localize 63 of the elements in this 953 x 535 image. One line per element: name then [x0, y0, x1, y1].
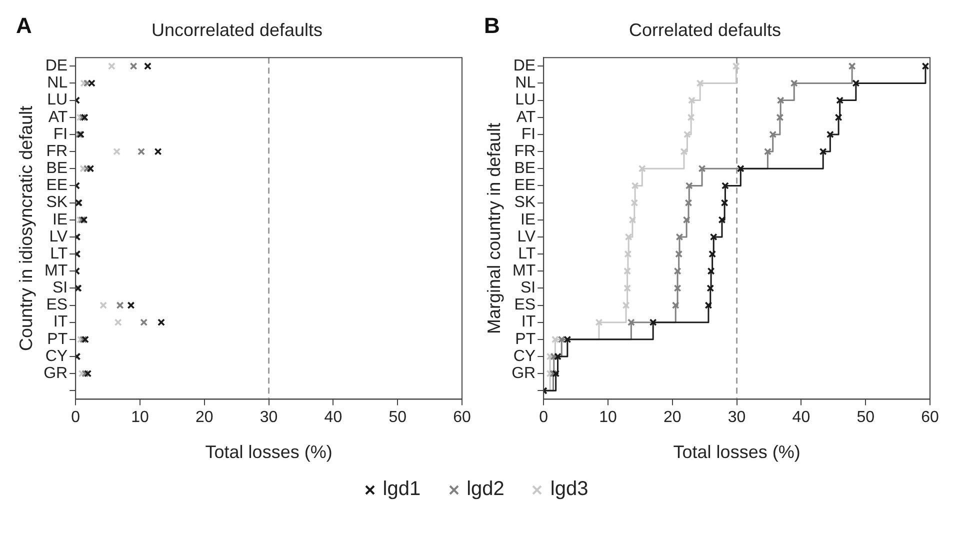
y-tick-label: NL	[47, 74, 68, 92]
y-tick-label: DE	[45, 58, 68, 75]
y-tick-label: BE	[514, 160, 536, 178]
x-tick-label: 50	[856, 409, 875, 426]
legend-label: lgd2	[466, 478, 504, 501]
x-tick-label: 30	[728, 409, 746, 426]
y-tick-label: AT	[516, 108, 536, 126]
x-tick-label: 30	[260, 409, 278, 426]
x-tick-label: 20	[196, 409, 214, 426]
y-tick-label: NL	[515, 74, 536, 92]
y-tick-label: SK	[46, 194, 68, 212]
text: A	[16, 13, 32, 38]
y-tick-label: FI	[53, 126, 68, 143]
y-tick-label: EE	[46, 177, 68, 194]
y-tick-label: LU	[47, 92, 68, 109]
x-tick-label: 10	[131, 409, 149, 426]
x-tick-label: 60	[921, 409, 939, 426]
y-tick-label: GR	[512, 364, 536, 382]
x-axis-title: Total losses (%)	[673, 442, 800, 462]
y-tick-label: ES	[514, 296, 536, 314]
y-tick-label: CY	[513, 348, 536, 365]
y-tick-label: AT	[48, 108, 68, 126]
y-tick-label: FR	[514, 142, 536, 160]
y-tick-label: CY	[45, 348, 68, 365]
y-tick-label: SI	[520, 280, 536, 297]
y-tick-label: IT	[521, 314, 536, 331]
y-tick-label: IT	[53, 314, 68, 331]
y-tick-label: GR	[44, 364, 68, 382]
x-tick-label: 50	[388, 409, 407, 426]
legend-label: lgd1	[382, 478, 421, 501]
y-tick-label: IE	[52, 211, 68, 228]
x-tick-label: 10	[599, 409, 617, 426]
y-tick-label: LU	[515, 92, 536, 109]
y-axis-title: Country in idiosyncratic default	[16, 106, 36, 351]
text: B	[484, 13, 500, 38]
y-tick-label: EE	[514, 177, 536, 194]
y-tick-label: BE	[46, 160, 68, 178]
y-tick-label: SK	[514, 194, 536, 212]
x-tick-label: 0	[539, 409, 548, 426]
y-tick-label: FI	[521, 126, 536, 143]
y-tick-label: DE	[513, 58, 536, 75]
y-tick-label: SI	[52, 280, 68, 297]
y-tick-label: LV	[517, 228, 536, 246]
y-tick-label: MT	[44, 262, 68, 280]
legend-label: lgd3	[550, 478, 588, 501]
y-tick-label: PT	[47, 330, 68, 348]
y-tick-label: MT	[512, 262, 536, 280]
x-tick-label: 60	[453, 409, 471, 426]
x-axis-title: Total losses (%)	[205, 442, 332, 462]
y-tick-label: LT	[50, 245, 68, 262]
x-tick-label: 40	[324, 409, 342, 426]
y-axis-title: Marginal country in default	[484, 122, 504, 334]
y-tick-label: IE	[520, 211, 536, 228]
x-tick-label: 0	[71, 409, 80, 426]
y-tick-label: ES	[46, 296, 68, 314]
y-tick-label: PT	[515, 330, 536, 348]
x-tick-label: 40	[792, 409, 810, 426]
y-tick-label: LT	[518, 245, 536, 262]
chart-title: Uncorrelated defaults	[151, 20, 323, 40]
y-tick-label: LV	[49, 228, 68, 246]
chart-title: Correlated defaults	[628, 20, 782, 40]
x-tick-label: 20	[664, 409, 682, 426]
y-tick-label: FR	[46, 142, 68, 160]
